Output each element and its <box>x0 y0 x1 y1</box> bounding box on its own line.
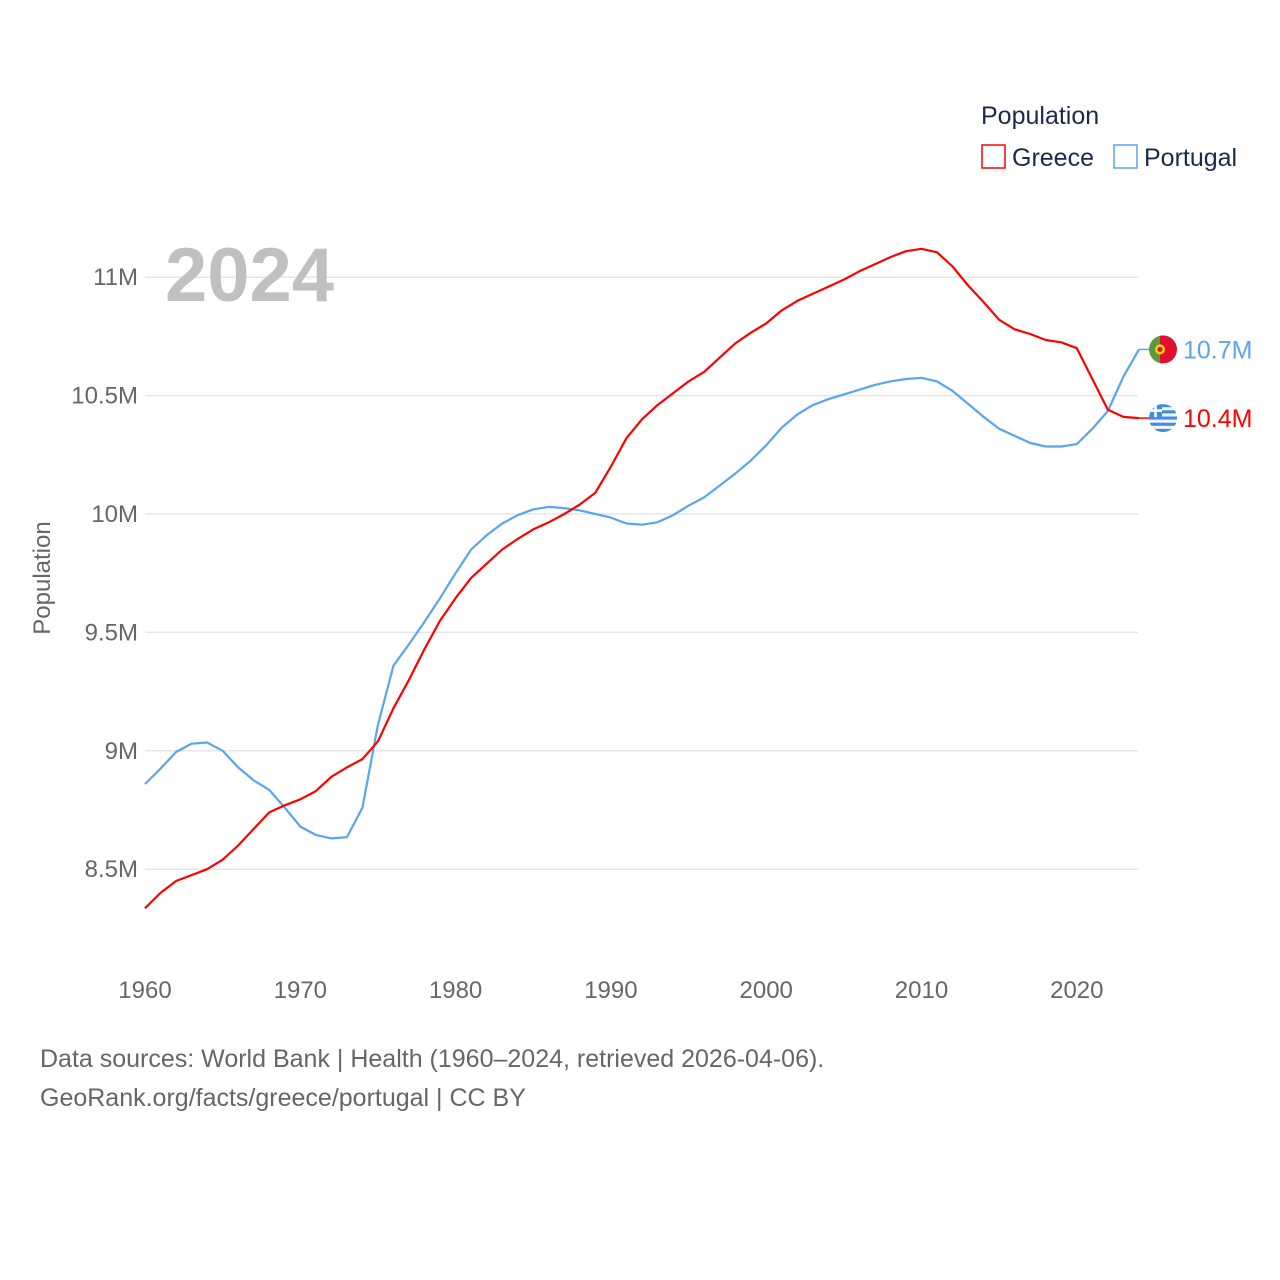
legend-label-greece: Greece <box>1012 144 1094 172</box>
x-tick-label: 1980 <box>429 977 482 1004</box>
legend-title: Population <box>981 102 1099 130</box>
series-line-portugal <box>144 348 1140 840</box>
y-tick-label: 11M <box>93 264 138 291</box>
end-value-label-greece: 10.4M <box>1183 405 1252 433</box>
y-axis-label: Population <box>29 521 56 634</box>
x-tick-label: 2020 <box>1050 977 1103 1004</box>
legend-swatch-portugal <box>1113 144 1138 169</box>
x-tick-label: 2010 <box>895 977 948 1004</box>
y-tick-label: 9M <box>105 738 138 765</box>
y-tick-label: 10.5M <box>71 383 138 410</box>
x-tick-label: 1960 <box>118 977 171 1004</box>
x-tick-label: 2000 <box>740 977 793 1004</box>
legend-item-portugal[interactable]: Portugal <box>1113 144 1237 172</box>
legend: Population Greece Portugal <box>981 102 1237 172</box>
x-tick-label: 1990 <box>584 977 637 1004</box>
greece-flag-icon <box>1149 404 1177 433</box>
y-tick-label: 9.5M <box>85 619 138 646</box>
series-line-greece <box>144 247 1140 910</box>
legend-item-greece[interactable]: Greece <box>981 144 1094 172</box>
y-tick-label: 10M <box>91 501 138 528</box>
current-year-label: 2024 <box>165 233 334 318</box>
x-tick-label: 1970 <box>274 977 327 1004</box>
y-tick-label: 8.5M <box>85 856 138 883</box>
portugal-flag-icon <box>1149 335 1177 364</box>
data-source-text: Data sources: World Bank | Health (1960–… <box>40 1045 825 1073</box>
legend-label-portugal: Portugal <box>1144 144 1237 172</box>
legend-swatch-greece <box>981 144 1006 169</box>
end-value-label-portugal: 10.7M <box>1183 336 1252 364</box>
attribution-text[interactable]: GeoRank.org/facts/greece/portugal | CC B… <box>40 1084 526 1112</box>
